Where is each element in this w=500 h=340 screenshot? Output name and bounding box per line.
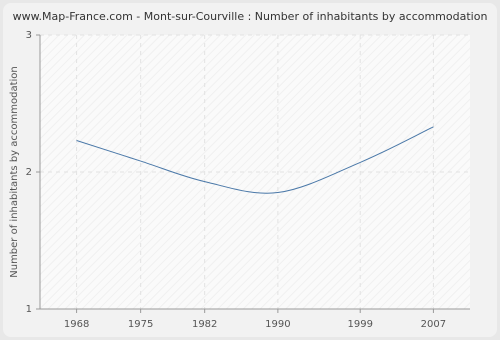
x-tick-label: 2007 bbox=[421, 319, 446, 330]
y-tick-label: 2 bbox=[26, 167, 32, 178]
x-tick-label: 1999 bbox=[347, 319, 372, 330]
y-axis-label: Number of inhabitants by accommodation bbox=[9, 66, 20, 278]
x-tick-label: 1982 bbox=[192, 319, 217, 330]
chart-title: www.Map-France.com - Mont-sur-Courville … bbox=[13, 10, 488, 23]
x-tick-label: 1975 bbox=[128, 319, 153, 330]
y-tick-label: 1 bbox=[26, 304, 32, 315]
x-tick-label: 1990 bbox=[265, 319, 290, 330]
line bbox=[76, 126, 434, 194]
x-tick-label: 1968 bbox=[64, 319, 89, 330]
plot-area bbox=[40, 35, 470, 309]
y-tick-label: 3 bbox=[26, 30, 32, 41]
